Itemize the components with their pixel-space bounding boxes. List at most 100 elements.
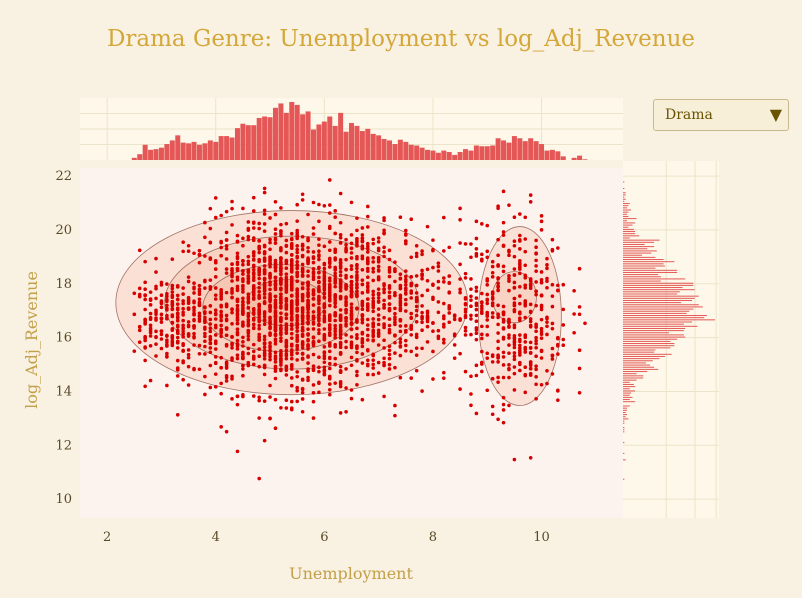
point-1314 (268, 395, 272, 399)
point-290 (213, 308, 218, 313)
point-1739 (349, 233, 354, 237)
point-372 (246, 292, 251, 296)
point-1998 (154, 335, 158, 340)
point-1918 (365, 302, 370, 306)
point-1127 (224, 429, 229, 434)
point-1524 (317, 249, 321, 254)
point-2540 (512, 336, 517, 341)
right-hist-bar-18 (623, 396, 633, 398)
point-1843 (338, 286, 343, 290)
top-hist-bar-12 (343, 131, 349, 160)
point-2532 (501, 189, 506, 194)
point-786 (197, 289, 202, 294)
point-1506 (393, 293, 397, 297)
point-2221 (474, 337, 479, 342)
point-2119 (159, 299, 164, 303)
point-1898 (436, 328, 441, 333)
point-1731 (338, 316, 343, 321)
point-2417 (534, 303, 538, 308)
point-2508 (556, 344, 560, 348)
point-1556 (284, 322, 289, 326)
point-1878 (376, 371, 381, 375)
point-284 (268, 416, 272, 421)
point-2054 (181, 359, 185, 363)
point-2074 (219, 327, 223, 332)
point-1519 (398, 286, 403, 290)
point-1163 (295, 266, 300, 271)
point-993 (300, 325, 305, 330)
right-hist-bar-24 (623, 383, 634, 385)
point-2557 (556, 398, 560, 402)
point-2132 (197, 300, 202, 305)
point-534 (241, 206, 245, 211)
point-1128 (235, 267, 240, 271)
point-2535 (550, 372, 555, 376)
point-1544 (371, 241, 376, 246)
point-2280 (518, 261, 522, 266)
point-357 (300, 298, 305, 303)
point-1947 (203, 286, 207, 290)
point-1907 (452, 343, 457, 347)
point-2498 (507, 351, 511, 355)
point-2073 (154, 284, 158, 289)
point-1946 (414, 353, 419, 357)
point-2384 (452, 332, 457, 336)
point-1058 (246, 234, 251, 239)
right-hist-bar-17 (623, 399, 630, 401)
point-2036 (219, 318, 223, 323)
point-434 (300, 198, 305, 202)
point-1523 (442, 215, 446, 220)
point-1431 (431, 321, 435, 326)
top-hist-bar-56 (425, 149, 431, 160)
point-937 (235, 313, 240, 317)
right-hist-bar-97 (623, 226, 629, 228)
point-2375 (550, 237, 555, 242)
point-2493 (528, 310, 533, 315)
point-2123 (208, 317, 213, 322)
point-2542 (523, 276, 528, 280)
point-2267 (534, 364, 538, 368)
point-2527 (447, 274, 452, 278)
point-473 (289, 353, 294, 357)
right-hist-bar-53 (623, 321, 692, 323)
point-1911 (306, 281, 310, 286)
genre-dropdown[interactable]: Drama ▼ (653, 99, 789, 131)
top-hist-bar-75 (522, 141, 528, 160)
point-1589 (371, 256, 376, 260)
point-2509 (480, 369, 484, 374)
point-1117 (262, 277, 267, 282)
right-hist-bar-41 (623, 347, 671, 349)
right-hist-bar-31 (623, 368, 659, 370)
right-hist-bar-72 (623, 280, 661, 282)
point-687 (360, 344, 365, 349)
point-1666 (360, 340, 365, 345)
point-1667 (474, 313, 479, 318)
point-1143 (317, 365, 321, 370)
point-1367 (349, 355, 354, 360)
point-1928 (371, 299, 376, 304)
point-1341 (262, 322, 267, 327)
point-703 (289, 331, 294, 336)
point-1093 (181, 377, 185, 382)
point-2141 (192, 317, 196, 322)
point-2477 (501, 230, 506, 234)
point-949 (208, 385, 213, 390)
point-1321 (230, 262, 234, 266)
point-1092 (273, 397, 278, 402)
point-1793 (398, 283, 403, 288)
point-2328 (577, 390, 582, 395)
point-1704 (425, 340, 430, 344)
top-hist-bar-54 (430, 150, 436, 160)
point-2153 (208, 310, 213, 315)
right-hist-bar-46 (623, 336, 686, 338)
point-1111 (279, 262, 283, 266)
point-316 (224, 247, 229, 251)
point-2572 (485, 277, 490, 281)
point-2305 (523, 263, 528, 268)
point-2084 (224, 318, 229, 323)
point-771 (241, 300, 245, 304)
top-hist-bar-68 (490, 145, 496, 160)
point-1387 (327, 376, 332, 381)
point-1824 (349, 290, 354, 294)
